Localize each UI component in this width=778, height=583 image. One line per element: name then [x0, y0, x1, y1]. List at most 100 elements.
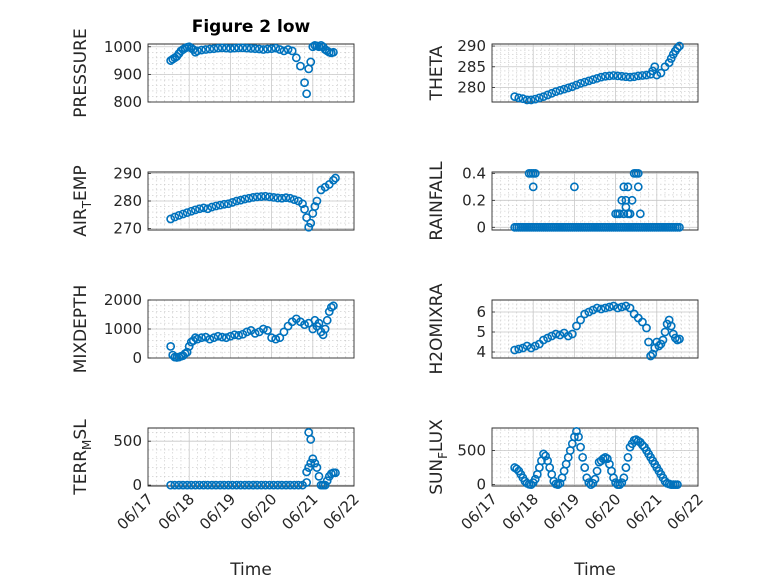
data-point: [271, 334, 281, 344]
data-point: [269, 193, 279, 202]
data-point: [530, 94, 540, 104]
data-point: [510, 345, 520, 355]
data-point: [197, 45, 206, 55]
data-point: [633, 182, 643, 192]
y-tick-label: 900: [113, 65, 142, 83]
data-point: [584, 76, 594, 86]
data-point: [623, 182, 633, 192]
data-point: [258, 324, 268, 334]
data-point: [205, 44, 215, 54]
data-point: [170, 480, 180, 490]
data-point: [588, 75, 598, 85]
data-point: [314, 471, 324, 481]
data-point: [547, 331, 557, 341]
y-tick-label: 800: [113, 93, 142, 111]
y-tick-label: 500: [457, 442, 486, 460]
data-point: [215, 480, 225, 490]
data-point: [304, 463, 314, 472]
data-point: [605, 302, 614, 312]
data-point: [613, 71, 623, 81]
data-point: [300, 204, 309, 214]
data-point: [666, 321, 676, 331]
data-point: [211, 201, 221, 211]
data-point: [580, 309, 590, 319]
y-axis-label-sun_flux: SUNFLUX: [427, 419, 450, 495]
data-point: [193, 334, 202, 344]
data-point: [219, 199, 229, 209]
data-point: [656, 68, 666, 78]
subplot-air_temp: 270 280 290 AIRTEMP: [71, 164, 355, 238]
data-point: [291, 53, 301, 63]
plot-area-theta: [491, 43, 699, 103]
data-point: [215, 200, 225, 210]
data-point: [322, 315, 332, 325]
data-point: [256, 480, 266, 490]
y-tick-label: 280: [457, 79, 486, 97]
data-point: [617, 195, 627, 205]
data-point: [619, 473, 629, 483]
data-point: [296, 61, 305, 71]
data-point: [596, 72, 606, 82]
data-point: [625, 209, 635, 219]
data-point: [637, 317, 647, 327]
data-point: [244, 193, 254, 203]
data-point: [281, 193, 291, 203]
data-point: [526, 343, 536, 353]
data-point: [580, 463, 590, 472]
data-point: [675, 222, 684, 232]
data-point: [580, 77, 590, 87]
data-point: [195, 204, 204, 214]
y-tick-label: 290: [457, 37, 486, 55]
data-point: [254, 44, 264, 54]
data-point: [217, 332, 227, 342]
data-point: [197, 333, 206, 343]
data-point: [539, 335, 548, 345]
data-point: [166, 341, 176, 351]
data-point: [514, 93, 524, 103]
y-tick-label: 2000: [104, 291, 142, 309]
data-point: [223, 199, 233, 209]
data-point: [654, 341, 664, 351]
data-point: [322, 476, 332, 486]
data-point: [623, 452, 633, 462]
data-point: [258, 45, 268, 54]
data-point: [248, 480, 258, 490]
data-point: [592, 303, 602, 313]
data-point: [275, 333, 285, 343]
data-point: [675, 41, 684, 51]
data-point: [621, 463, 631, 472]
plot-area-terr_msl: [147, 427, 355, 487]
data-point: [570, 182, 579, 192]
data-point: [331, 468, 340, 478]
y-axis-label-air_temp: AIRTEMP: [71, 165, 94, 236]
data-point: [534, 93, 544, 103]
data-point: [256, 192, 266, 201]
data-point: [277, 480, 287, 490]
data-point: [522, 95, 532, 105]
data-point: [223, 480, 233, 490]
axes-frame-theta: [491, 43, 699, 103]
data-point: [283, 45, 293, 54]
subplot-pressure: 800 900 1000 PRESSURE: [71, 28, 355, 118]
data-point: [576, 315, 585, 325]
data-point: [617, 302, 627, 312]
data-point: [567, 82, 577, 92]
data-point: [617, 71, 627, 81]
data-point: [190, 205, 200, 215]
axes-frame-h2omixra: [491, 299, 699, 359]
series-sun_flux: [510, 427, 682, 490]
data-point: [328, 175, 338, 185]
data-point: [230, 330, 239, 340]
data-point: [518, 94, 528, 104]
data-point: [199, 480, 209, 490]
data-point: [190, 480, 200, 490]
series-h2omixra: [510, 301, 684, 361]
data-point: [269, 480, 279, 490]
data-point: [644, 337, 653, 347]
y-tick-label: 280: [113, 192, 142, 210]
data-point: [213, 331, 223, 341]
data-point: [252, 192, 262, 202]
data-point: [576, 78, 585, 88]
data-point: [174, 480, 184, 490]
x-axis-label-right: Time: [573, 560, 616, 580]
